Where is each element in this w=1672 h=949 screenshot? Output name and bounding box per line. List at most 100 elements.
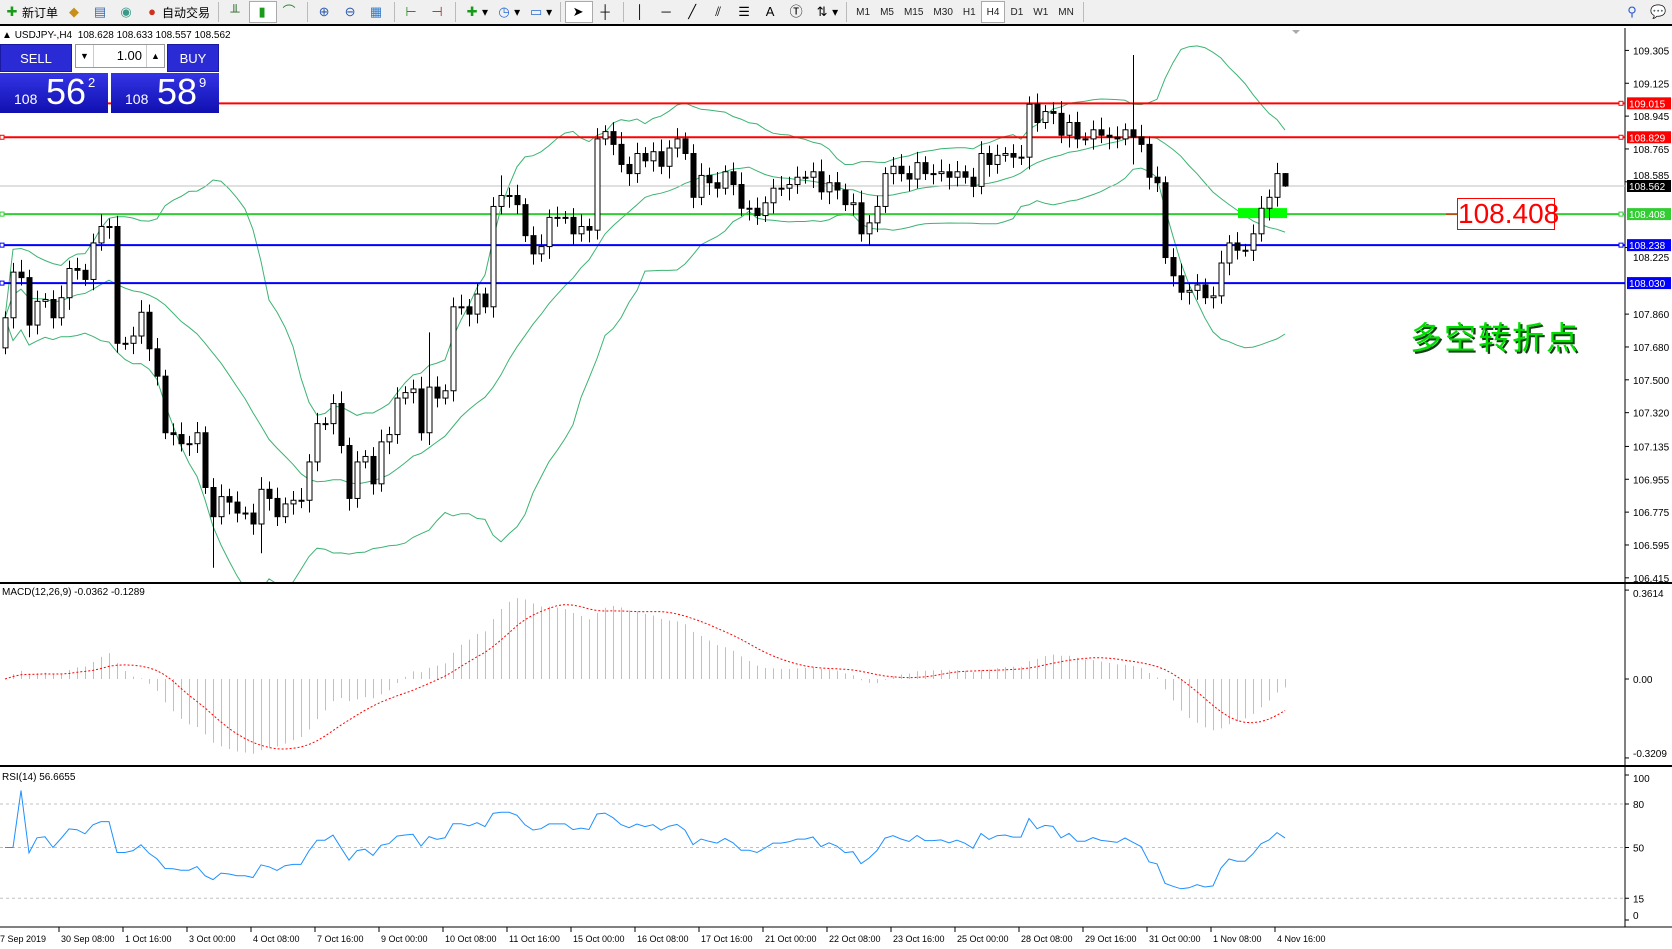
candle-body-bear (154, 348, 161, 377)
auto-scroll-button[interactable]: ⊢ (399, 1, 425, 23)
lot-input[interactable]: 1.00 (116, 48, 142, 63)
equidistant-channel-button[interactable]: ⫽ (706, 1, 732, 23)
candle (1010, 144, 1017, 168)
candle (490, 197, 497, 318)
candle (690, 144, 697, 209)
zoom-in-button[interactable]: ⊕ (312, 1, 338, 23)
candle-body-bull (362, 455, 369, 463)
buy-price[interactable]: 108 58 9 (111, 71, 219, 113)
candle-body-bear (1098, 129, 1105, 136)
timeframe-m15[interactable]: M15 (903, 6, 924, 18)
timeframe-h4[interactable]: H4 (980, 1, 1006, 23)
candle-body-bull (578, 226, 585, 235)
tile-windows-button[interactable]: ▦ (364, 1, 390, 23)
crosshair-button[interactable]: ┼ (593, 1, 619, 23)
timeframe-m5[interactable]: M5 (880, 6, 894, 18)
text-button[interactable]: A (758, 1, 784, 23)
candle (26, 269, 33, 338)
timeframe-h1[interactable]: H1 (962, 6, 976, 18)
arrows-button[interactable]: ⇅ ▾ (810, 1, 842, 23)
timeframe-w1[interactable]: W1 (1033, 6, 1049, 18)
zoom-out-icon: ⊖ (344, 4, 356, 19)
timeframe-d1[interactable]: D1 (1010, 6, 1024, 18)
collapse-icon[interactable]: ▲ (2, 30, 12, 41)
time-tick-label: 23 Oct 16:00 (893, 934, 945, 944)
pivot-text-annotation[interactable]: 多空转折点 (1410, 319, 1581, 357)
navigator-button[interactable]: ◆ (62, 1, 88, 23)
price-annotation-label[interactable]: 108.408 (1457, 198, 1560, 230)
candle (1194, 274, 1201, 300)
new-order-icon: ✚ (6, 4, 18, 19)
timeframe-m30[interactable]: M30 (933, 6, 953, 18)
fibonacci-button[interactable]: ☰ (732, 1, 758, 23)
line-anchor-handle[interactable] (0, 134, 5, 140)
text-label-button[interactable]: Ⓣ (784, 1, 810, 23)
lot-increase-icon[interactable]: ▲ (146, 45, 164, 67)
chat-icon: 💬 (1650, 4, 1667, 19)
candle-body-bear (1010, 153, 1017, 158)
search-button[interactable]: ⚲ (1620, 1, 1646, 23)
candle-body-bull (674, 138, 681, 149)
lot-decrease-icon[interactable]: ▼ (76, 45, 94, 67)
candle (762, 196, 769, 222)
candle-body-bull (786, 184, 793, 189)
sell-price[interactable]: 108 56 2 (0, 71, 108, 113)
candle (378, 429, 385, 492)
candle-body-bull (1090, 129, 1097, 140)
candle-body-bear (842, 189, 849, 206)
line-chart-button[interactable]: ⌒ (277, 1, 303, 23)
trendline-button[interactable]: ╱ (680, 1, 706, 23)
zoom-out-button[interactable]: ⊖ (338, 1, 364, 23)
candle (978, 141, 985, 195)
candle (858, 190, 865, 242)
sell-button[interactable]: SELL (0, 44, 72, 72)
candle (1170, 248, 1177, 287)
line-anchor-handle[interactable] (0, 280, 5, 286)
vertical-line-button[interactable]: │ (628, 1, 654, 23)
candle-body-bear (858, 202, 865, 235)
candle (218, 484, 225, 525)
chart-shift-button[interactable]: ⊣ (425, 1, 451, 23)
candle (1202, 278, 1209, 305)
candle-body-bull (802, 176, 809, 179)
time-tick-label: 29 Oct 16:00 (1085, 934, 1137, 944)
candle-body-bear (202, 432, 209, 488)
candle-body-bull (650, 151, 657, 162)
timeframe-m1[interactable]: M1 (856, 6, 871, 18)
auto-trading-button[interactable]: ● 自动交易 (140, 1, 214, 23)
candle-chart-button[interactable]: ▮ (249, 1, 278, 23)
folder-icon: ◆ (69, 4, 80, 19)
candle-body-bull (186, 443, 193, 446)
buy-button[interactable]: BUY (167, 44, 219, 72)
candle-body-bull (1210, 295, 1217, 299)
price-tick-label: 106.775 (1633, 508, 1670, 519)
templates-button[interactable]: ▭ ▾ (529, 4, 553, 19)
signals-button[interactable]: ◉ (114, 1, 140, 23)
lot-size-stepper[interactable]: ▼ 1.00 ▲ (75, 44, 165, 68)
price-tick-label: 107.135 (1633, 442, 1670, 453)
cursor-button[interactable]: ➤ (565, 1, 594, 23)
price-tick-label: 107.320 (1633, 409, 1670, 420)
candle-body-bear (1114, 136, 1121, 140)
candle (658, 139, 665, 175)
terminal-button[interactable]: ▤ (88, 1, 114, 23)
line-anchor-handle[interactable] (0, 242, 5, 248)
periods-button[interactable]: ◷ ▾ (492, 1, 524, 23)
toolbar: ✚ 新订单 ◆ ▤ ◉ ● 自动交易 ╨ ▮ ⌒ ⊕ ⊖ ▦ ⊢ ⊣ ✚ ▾ ◷ ▾ ▭… (0, 0, 1672, 26)
trendline-icon: ╱ (688, 4, 697, 19)
chat-button[interactable]: 💬 (1646, 1, 1672, 23)
new-order-button[interactable]: ✚ 新订单 (0, 1, 62, 23)
separator (218, 2, 220, 22)
line-anchor-handle[interactable] (0, 211, 5, 217)
candle (346, 437, 353, 511)
bar-chart-icon: ╨ (230, 4, 240, 19)
timeframe-mn[interactable]: MN (1058, 6, 1074, 18)
indicators-button[interactable]: ✚ ▾ (460, 1, 492, 23)
candle (242, 506, 249, 520)
bar-chart-button[interactable]: ╨ (223, 1, 249, 23)
candle (1154, 166, 1161, 193)
candle (1074, 111, 1081, 149)
horizontal-line-button[interactable]: ─ (654, 1, 680, 23)
candle-body-bear (434, 386, 441, 399)
